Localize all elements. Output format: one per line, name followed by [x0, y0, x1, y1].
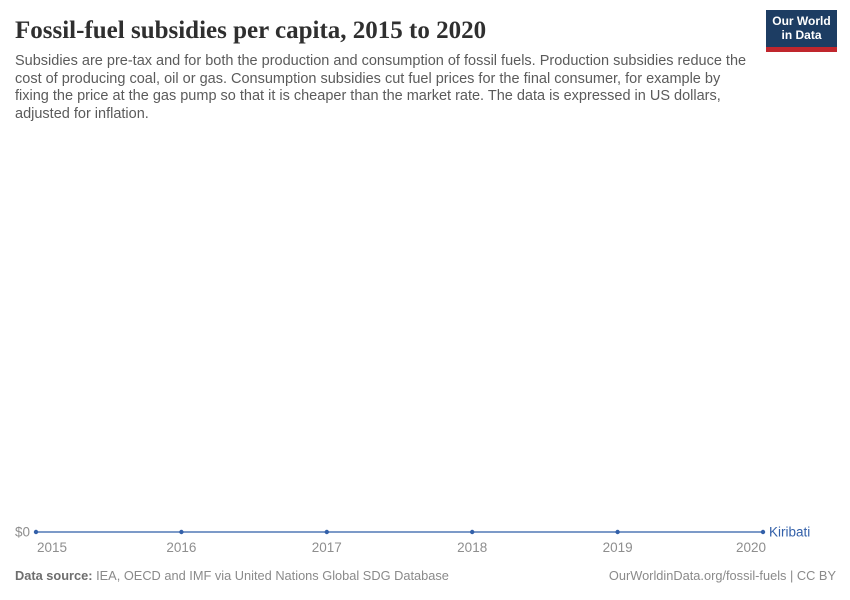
entity-label-kiribati[interactable]: Kiribati: [769, 525, 810, 540]
owid-logo-box: Our World in Data: [766, 10, 837, 47]
x-axis-tick-label-2015: 2015: [37, 540, 67, 555]
chart-header: Fossil-fuel subsidies per capita, 2015 t…: [15, 16, 755, 123]
data-point-2019[interactable]: [615, 529, 620, 535]
data-source-label: Data source:: [15, 568, 93, 583]
data-point-2017[interactable]: [324, 529, 329, 535]
x-axis-tick-label-2018: 2018: [457, 540, 487, 555]
x-axis-tick-label-2019: 2019: [603, 540, 633, 555]
owid-logo-text-line1: Our World: [772, 14, 831, 28]
x-axis-tick-label-2016: 2016: [166, 540, 196, 555]
chart-footer: Data source: IEA, OECD and IMF via Unite…: [15, 568, 836, 583]
chart-subtitle: Subsidies are pre-tax and for both the p…: [15, 53, 747, 122]
y-axis-tick-label: $0: [15, 525, 30, 540]
x-axis-tick-label-2017: 2017: [312, 540, 342, 555]
owid-logo-text-line2: in Data: [781, 27, 822, 42]
chart-title: Fossil-fuel subsidies per capita, 2015 t…: [15, 17, 487, 44]
data-source-value: IEA, OECD and IMF via United Nations Glo…: [96, 568, 449, 583]
license-note: OurWorldinData.org/fossil-fuels | CC BY: [608, 568, 836, 583]
data-point-2020[interactable]: [760, 529, 766, 535]
owid-logo-stripe: [766, 47, 837, 52]
data-point-2015[interactable]: [33, 529, 39, 535]
x-axis-tick-label-2020: 2020: [736, 540, 766, 555]
data-source-note: Data source: IEA, OECD and IMF via Unite…: [15, 568, 449, 583]
owid-logo[interactable]: Our World in Data: [766, 10, 837, 52]
data-point-2018[interactable]: [470, 529, 475, 535]
data-point-2016[interactable]: [179, 529, 184, 535]
